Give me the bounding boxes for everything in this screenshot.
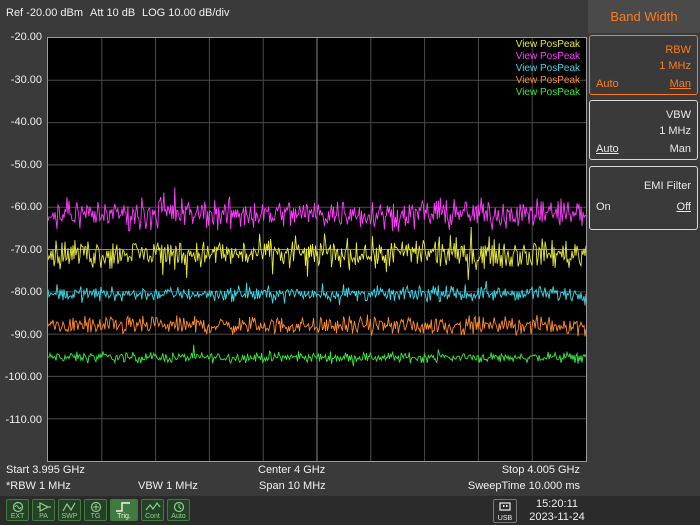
y-axis: -20.00 -30.00 -40.00 -50.00 -60.00 -70.00 -80.… xyxy=(0,26,46,462)
y-tick-label: -20.00 xyxy=(10,31,42,43)
legend-entry-2: View PosPeak xyxy=(515,51,580,62)
cont-label: Cont xyxy=(145,513,160,520)
rbw-auto: Auto xyxy=(596,78,619,90)
scale-setting: LOG 10.00 dB/div xyxy=(142,7,230,19)
pa-icon[interactable]: PA xyxy=(32,499,55,521)
legend-entry-3: View PosPeak xyxy=(515,63,580,74)
emi-label: EMI Filter xyxy=(643,180,691,192)
tg-icon[interactable]: TG xyxy=(84,499,107,521)
swp-icon[interactable]: SWP xyxy=(58,499,81,521)
ext-label: EXT xyxy=(10,513,25,520)
emi-on: On xyxy=(596,201,611,213)
start-freq: Start 3.995 GHz xyxy=(6,464,85,476)
usb-icon: USB xyxy=(493,499,517,523)
y-tick-label: -110.00 xyxy=(5,413,43,426)
y-tick-label: -90.00 xyxy=(10,328,42,341)
status-bar: EXT PA SWP TG Trig. Cont Auto USB 15:20:… xyxy=(0,496,700,525)
pa-label: PA xyxy=(39,513,48,520)
legend-entry-4: View PosPeak xyxy=(515,75,580,86)
sweep-info: Start 3.995 GHz Center 4 GHz Stop 4.005 … xyxy=(0,462,588,496)
vbw-auto: Auto xyxy=(596,143,619,155)
rbw-label: RBW xyxy=(665,44,691,56)
clock: 15:20:11 2023-11-24 xyxy=(522,498,592,524)
y-tick-label: -80.00 xyxy=(10,286,42,298)
emi-off: Off xyxy=(676,201,691,213)
vbw-man: Man xyxy=(669,143,691,155)
center-freq: Center 4 GHz xyxy=(258,464,326,476)
y-tick-label: -30.00 xyxy=(10,73,42,86)
tg-label: TG xyxy=(90,513,101,520)
clock-date: 2023-11-24 xyxy=(529,511,585,523)
trace-line-1 xyxy=(48,187,586,232)
menu-title: Band Width xyxy=(588,0,700,33)
attenuation: Att 10 dB xyxy=(90,7,136,19)
stop-freq: Stop 4.005 GHz xyxy=(501,464,580,476)
usb-label: USB xyxy=(497,515,513,522)
vbw-value: 1 MHz xyxy=(659,125,691,137)
trace-legend: View PosPeak View PosPeak View PosPeak V… xyxy=(516,39,580,99)
rbw-readout: *RBW 1 MHz xyxy=(6,480,71,492)
trace-line-4 xyxy=(48,314,586,337)
sweep-time: SweepTime 10.000 ms xyxy=(467,480,580,492)
y-tick-label: -100.00 xyxy=(4,371,42,383)
ref-level: Ref -20.00 dBm xyxy=(6,7,84,19)
trace-line-2 xyxy=(48,226,586,281)
rbw-man: Man xyxy=(669,78,691,90)
vbw-readout: VBW 1 MHz xyxy=(138,480,198,492)
clock-time: 15:20:11 xyxy=(535,498,578,510)
status-header: Ref -20.00 dBm Att 10 dB LOG 10.00 dB/di… xyxy=(0,0,588,26)
softkey-panel: Band Width RBW 1 MHz Auto Man VBW 1 MHz … xyxy=(588,0,700,496)
rbw-softkey[interactable]: RBW 1 MHz Auto Man xyxy=(589,35,698,95)
spectrum-plot[interactable]: View PosPeak View PosPeak View PosPeak V… xyxy=(47,37,587,462)
auto-icon[interactable]: Auto xyxy=(167,499,190,521)
swp-label: SWP xyxy=(61,513,78,520)
vbw-label: VBW xyxy=(665,109,691,121)
trace-line-3 xyxy=(48,280,586,306)
y-tick-label: -40.00 xyxy=(10,116,42,128)
legend-entry-5: View PosPeak xyxy=(515,87,580,98)
y-tick-label: -60.00 xyxy=(10,201,42,213)
y-tick-label: -50.00 xyxy=(10,158,42,171)
ext-icon[interactable]: EXT xyxy=(6,499,29,521)
trace-chart xyxy=(48,38,586,461)
emi-filter-softkey[interactable]: EMI Filter On Off xyxy=(589,166,698,230)
rbw-value: 1 MHz xyxy=(659,60,691,72)
cont-icon[interactable]: Cont xyxy=(141,499,164,521)
span-readout: Span 10 MHz xyxy=(259,480,326,492)
trig-label: Trig. xyxy=(117,513,131,520)
auto-label: Auto xyxy=(171,513,186,520)
trace-line-5 xyxy=(48,344,586,367)
vbw-softkey[interactable]: VBW 1 MHz Auto Man xyxy=(589,100,698,160)
legend-entry-1: View PosPeak xyxy=(515,39,580,50)
trig-icon[interactable]: Trig. xyxy=(110,499,138,521)
y-tick-label: -70.00 xyxy=(10,243,42,256)
